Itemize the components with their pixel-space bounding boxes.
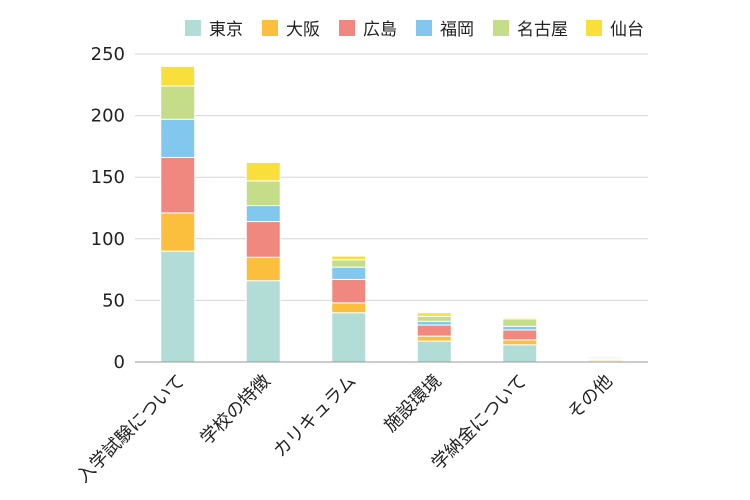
x-category-label: 学校の特徴	[196, 371, 274, 449]
bar-segment	[502, 339, 538, 346]
legend: 東京 大阪 広島 福岡 名古屋 仙台	[185, 20, 644, 40]
legend-label: 名古屋	[517, 20, 568, 40]
bar-segment	[502, 344, 538, 363]
y-tick-label: 200	[91, 106, 125, 127]
legend-label: 広島	[363, 20, 397, 40]
bar-segment	[160, 250, 196, 363]
bar-segment	[160, 85, 196, 120]
bar-segment	[331, 266, 367, 280]
bar-segment	[331, 259, 367, 268]
y-tick-label: 50	[102, 290, 125, 311]
legend-label: 大阪	[286, 20, 320, 40]
bar-segment	[331, 255, 367, 261]
bar-segment	[331, 302, 367, 314]
bar-segment	[502, 329, 538, 341]
bar-segment	[160, 156, 196, 214]
grid-lines	[135, 53, 648, 301]
legend-swatch	[185, 20, 201, 36]
x-category-label: カリキュラム	[269, 371, 360, 462]
legend-swatch	[339, 20, 355, 36]
bar-segment	[331, 278, 367, 304]
bar-segment	[416, 335, 452, 342]
x-category-label: 施設環境	[380, 371, 446, 437]
bar-segment	[416, 340, 452, 363]
legend-label: 仙台	[610, 20, 644, 40]
legend-label: 福岡	[440, 20, 474, 40]
legend-swatch	[416, 20, 432, 36]
bar-segment	[245, 161, 281, 182]
bar-segment	[502, 317, 538, 320]
bar-segment	[331, 312, 367, 363]
bar-segment	[245, 280, 281, 363]
bars	[160, 65, 623, 363]
bar-segment	[245, 205, 281, 223]
x-category-label: その他	[564, 371, 617, 424]
bar-segment	[160, 65, 196, 87]
y-tick-label: 100	[91, 229, 125, 250]
legend-swatch	[586, 20, 602, 36]
bar-segment	[416, 315, 452, 322]
x-category-label: 入学試験について	[73, 371, 189, 487]
legend-swatch	[493, 20, 509, 36]
y-tick-label: 150	[91, 167, 125, 188]
y-axis-ticks: 0 50 100 150 200 250	[91, 44, 125, 373]
bar-segment	[502, 325, 538, 331]
bar-segment	[587, 356, 623, 359]
bar-segment	[416, 320, 452, 326]
bar-segment	[245, 221, 281, 258]
bar-segment	[245, 180, 281, 207]
legend-swatch	[262, 20, 278, 36]
legend-label: 東京	[209, 20, 243, 40]
bar-segment	[160, 212, 196, 252]
bar-segment	[416, 312, 452, 317]
bar-segment	[160, 118, 196, 158]
y-tick-label: 250	[91, 44, 125, 65]
bar-segment	[416, 324, 452, 337]
bar-segment	[245, 256, 281, 282]
bar-segment	[502, 318, 538, 327]
y-tick-label: 0	[114, 352, 125, 373]
